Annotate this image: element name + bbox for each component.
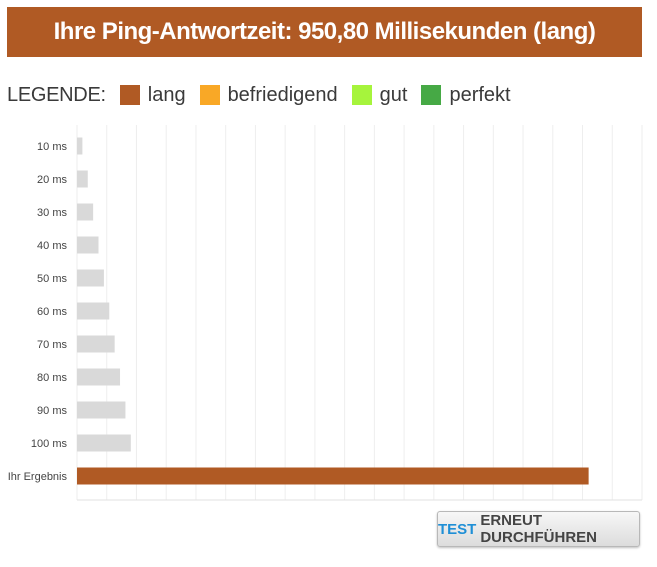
reference-bar [77, 434, 131, 452]
legend-swatch-perfekt [421, 85, 442, 105]
reference-bar [77, 236, 99, 254]
category-label: 90 ms [37, 405, 67, 417]
category-label: 50 ms [37, 273, 67, 285]
page-title-text: Ihre Ping-Antwortzeit: 950,80 Millisekun… [53, 18, 596, 45]
legend-label-perfekt: perfekt [449, 83, 511, 106]
page-title: Ihre Ping-Antwortzeit: 950,80 Millisekun… [7, 7, 642, 57]
legend-swatch-gut [351, 85, 372, 105]
reference-bar [77, 335, 115, 353]
reference-bar [77, 170, 88, 188]
legend: LEGENDE: lang befriedigend gut perfekt [7, 82, 525, 108]
legend-item-perfekt: perfekt [421, 83, 511, 107]
retest-button-accent: TEST [438, 520, 477, 538]
ping-chart: 10 ms 20 ms 30 ms 40 ms 50 ms 60 ms 70 ms 80 ms… [8, 125, 643, 501]
category-label: 70 ms [37, 339, 67, 351]
category-label: 100 ms [31, 438, 68, 450]
legend-label-gut: gut [379, 83, 408, 106]
legend-swatch-befriedigend [199, 85, 220, 105]
legend-label-lang: lang [147, 83, 186, 106]
legend-title: LEGENDE: [7, 83, 106, 106]
reference-bar [77, 401, 126, 419]
legend-item-gut: gut [351, 83, 408, 107]
reference-bar [77, 368, 121, 386]
legend-item-lang: lang [119, 83, 186, 107]
reference-bar [77, 137, 83, 155]
reference-bar [77, 269, 104, 287]
reference-bar [77, 302, 110, 320]
legend-item-befriedigend: befriedigend [199, 83, 338, 107]
category-label: 20 ms [37, 174, 67, 186]
category-label: 30 ms [37, 207, 67, 219]
category-label: 10 ms [37, 141, 67, 153]
result-bar [77, 467, 589, 485]
retest-button-label: ERNEUT DURCHFÜHREN [480, 512, 598, 546]
legend-label-befriedigend: befriedigend [227, 83, 338, 106]
category-label: Ihr Ergebnis [8, 471, 68, 483]
retest-button[interactable]: TEST ERNEUT DURCHFÜHREN [437, 511, 640, 547]
category-label: 60 ms [37, 306, 67, 318]
category-label: 80 ms [37, 372, 67, 384]
reference-bar [77, 203, 94, 221]
category-label: 40 ms [37, 240, 67, 252]
legend-swatch-lang [119, 85, 140, 105]
